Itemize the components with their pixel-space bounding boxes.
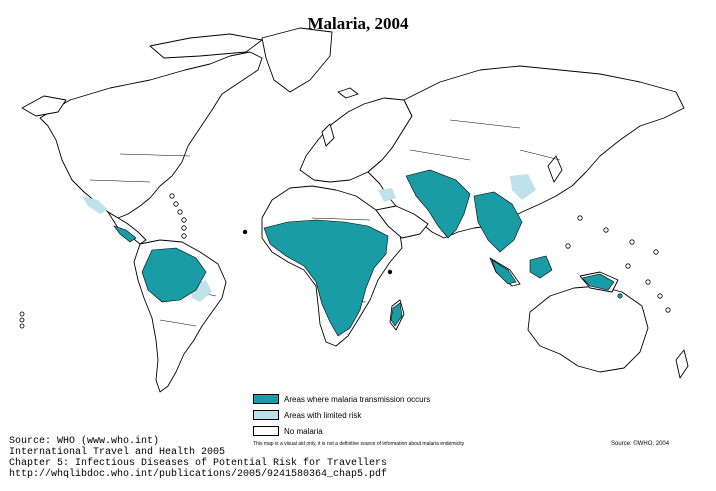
greenland <box>261 27 333 93</box>
transmission-new-guinea <box>581 273 615 291</box>
limited-risk-mexico <box>82 196 108 214</box>
iceland <box>337 87 359 99</box>
new-zealand <box>675 349 689 379</box>
source-line: International Travel and Health 2005 <box>9 447 226 458</box>
legend-label-none: No malaria <box>284 426 323 436</box>
map-legend: Areas where malaria transmission occurs … <box>253 391 430 439</box>
legend-transmission: Areas where malaria transmission occurs <box>253 391 430 407</box>
source-line: http://whqlibdoc.who.int/publications/20… <box>9 469 388 480</box>
map-title: Malaria, 2004 <box>307 14 409 33</box>
legend-swatch-transmission <box>253 394 279 404</box>
legend-swatch-limited <box>253 410 279 420</box>
limited-risk-middle-east <box>378 188 396 202</box>
source-line: Source: WHO (www.who.int) <box>9 436 160 447</box>
arctic-islands <box>149 33 263 59</box>
transmission-sub-saharan-africa <box>263 219 389 337</box>
source-citation: Source: WHO (www.who.int) International T… <box>9 436 387 480</box>
legend-label-transmission: Areas where malaria transmission occurs <box>284 394 431 404</box>
legend-limited: Areas with limited risk <box>253 407 430 423</box>
transmission-south-asia <box>405 169 471 239</box>
transmission-central-america <box>113 225 137 243</box>
japan <box>547 155 563 183</box>
arabian-peninsula <box>375 205 429 239</box>
transmission-amazon <box>141 247 207 303</box>
limited-risk-china <box>510 174 536 200</box>
transmission-madagascar <box>390 302 403 327</box>
alaska <box>21 95 67 117</box>
source-line: Chapter 5: Infectious Diseases of Potent… <box>9 458 388 469</box>
asia-landmass <box>367 65 685 239</box>
map-disclaimer: This map is a visual aid only, it is not… <box>253 441 465 447</box>
island-markers <box>19 193 671 329</box>
legend-swatch-none <box>253 426 279 436</box>
map-credit: Source: ©WHO, 2004 <box>611 441 670 447</box>
uk <box>321 123 335 147</box>
australia-landmass <box>527 285 649 373</box>
legend-label-limited: Areas with limited risk <box>284 410 362 420</box>
transmission-indonesia <box>491 259 517 285</box>
legend-none: No malaria <box>253 423 430 439</box>
transmission-southeast-asia <box>473 191 523 253</box>
north-america-landmass <box>39 51 263 219</box>
transmission-borneo <box>529 255 553 279</box>
